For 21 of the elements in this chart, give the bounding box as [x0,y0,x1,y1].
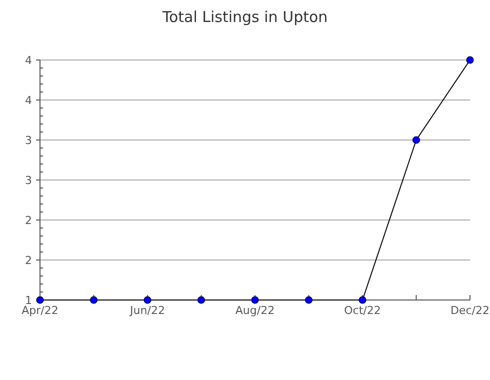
y-tick-label: 1 [25,294,32,307]
x-tick-label: Apr/22 [22,304,58,317]
y-tick-label: 4 [25,54,32,67]
point [144,296,152,304]
point [466,56,474,64]
point [90,296,98,304]
point [358,296,366,304]
point [304,296,313,304]
y-tick-label: 2 [25,214,32,227]
point [197,296,206,304]
point [412,136,420,144]
chart-title: Total Listings in Upton [161,8,328,26]
y-tick-label: 4 [25,94,32,107]
x-tick-label: Jun/22 [129,304,165,317]
y-tick-label: 2 [25,254,32,267]
x-tick-label: Aug/22 [235,304,275,317]
x-tick-label: Dec/22 [450,304,490,317]
y-tick-label: 3 [25,174,32,187]
point [251,296,259,304]
x-tick-label: Oct/22 [344,304,381,317]
y-tick-label: 3 [25,134,32,147]
